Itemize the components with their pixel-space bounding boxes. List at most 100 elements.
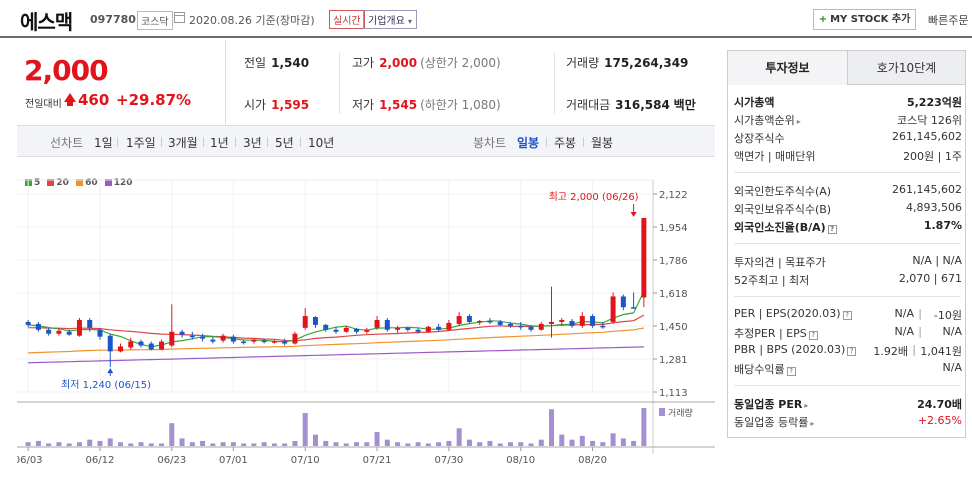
row-label-text: 외국인소진율(B/A) — [734, 221, 826, 234]
volume-bar — [364, 442, 370, 446]
volume-bar — [230, 442, 236, 446]
calendar-icon — [174, 12, 185, 23]
row-dividend: 배당수익률? N/A — [734, 361, 962, 377]
volume-bar — [538, 439, 544, 446]
candle-body — [446, 322, 452, 330]
volume-bar — [159, 443, 165, 446]
row-label: 시가총액 — [734, 96, 775, 109]
help-icon[interactable]: ? — [808, 331, 818, 340]
chevron-right-icon: ▸ — [810, 419, 815, 428]
volume-bar — [76, 442, 82, 446]
corp-overview-label: 기업개요 — [368, 16, 405, 27]
period-1w[interactable]: 1주일 — [126, 136, 156, 150]
candlestick-chart[interactable]: 2,122 1,954 1,786 1,618 1,450 1,281 1,113 06/03… — [17, 158, 715, 480]
stat-value: 316,584 — [615, 98, 670, 112]
row-label: 투자의견 | 목표주가 — [734, 256, 826, 269]
row-label-text: PBR | BPS (2020.03) — [734, 343, 846, 356]
row-foreign-ratio: 외국인소진율(B/A)? 1.87% — [734, 219, 962, 235]
candle-body — [220, 335, 226, 341]
volume-bar — [569, 439, 575, 446]
candle-body — [590, 316, 596, 326]
row-label[interactable]: 시가총액순위 ▸ — [734, 112, 801, 128]
stat-value: 175,264,349 — [604, 56, 689, 70]
volume-bar — [600, 442, 606, 446]
period-10y[interactable]: 10년 — [308, 136, 335, 150]
volume-bar — [477, 442, 483, 446]
candle-body — [200, 336, 206, 339]
volume-bar — [323, 440, 329, 446]
row-market-cap: 시가총액 5,223억원 — [734, 94, 962, 110]
my-stock-add-button[interactable]: + MY STOCK 추가 — [813, 9, 916, 30]
candle-body — [302, 316, 308, 328]
chevron-down-icon: ▾ — [408, 17, 413, 26]
row-value: 261,145,602 — [892, 130, 962, 143]
row-value: 5,223억원 — [906, 96, 962, 109]
divider — [235, 137, 236, 147]
row-value-1: 1.92배 — [873, 345, 908, 358]
row-label-text: 동일업종 PER — [734, 398, 803, 411]
stat-value: 1,595 — [271, 98, 310, 112]
candle-body — [343, 327, 349, 332]
volume-bar — [210, 443, 216, 446]
candle-weekly[interactable]: 주봉 — [554, 136, 577, 150]
help-icon[interactable]: ? — [786, 367, 796, 376]
candle-chart-label[interactable]: 봉차트 — [473, 136, 507, 150]
stat-label: 고가 — [352, 56, 375, 70]
candle-body — [271, 341, 277, 343]
period-1y[interactable]: 1년 — [210, 136, 229, 150]
volume-bar — [282, 443, 288, 446]
y-tick-label: 1,618 — [659, 289, 688, 300]
corp-overview-dropdown[interactable]: 기업개요 ▾ — [363, 10, 418, 29]
candle-body — [549, 321, 555, 324]
candle-monthly[interactable]: 월봉 — [591, 136, 614, 150]
tab-order-book[interactable]: 호가10단계 — [847, 51, 965, 85]
quick-order-link[interactable]: 빠른주문 — [928, 14, 969, 27]
candle-daily[interactable]: 일봉 — [517, 136, 540, 150]
row-label[interactable]: 동일업종 등락률 ▸ — [734, 414, 814, 430]
legend-ma20: 20 — [56, 178, 69, 188]
row-label-text: 동일업종 등락률 — [734, 416, 809, 429]
divider — [734, 172, 960, 173]
stock-name: 에스맥 — [20, 10, 73, 34]
help-icon[interactable]: ? — [847, 347, 857, 356]
stat-value: 1,545 — [379, 98, 418, 112]
y-tick-label: 1,786 — [659, 256, 688, 267]
candle-body — [436, 326, 442, 330]
row-label: 52주최고 | 최저 — [734, 274, 810, 287]
volume-bar — [559, 434, 565, 446]
row-value: 200원 | 1주 — [903, 150, 962, 163]
volume-bar — [641, 408, 647, 446]
divider — [117, 137, 118, 147]
divider — [161, 137, 162, 147]
row-label-text: 시가총액순위 — [734, 114, 795, 127]
row-par: 액면가 | 매매단위 200원 | 1주 — [734, 148, 962, 164]
row-value-1: N/A — [894, 307, 914, 320]
candle-body — [169, 331, 175, 346]
row-label: 추정PER | EPS? — [734, 325, 818, 341]
x-tick-label: 08/10 — [506, 455, 535, 466]
candle-body — [620, 296, 626, 308]
row-value: 24.70배 — [917, 398, 962, 411]
stock-code: 097780 — [90, 13, 136, 26]
row-industry-per: 동일업종 PER ▸ 24.70배 — [734, 396, 962, 412]
line-chart-label[interactable]: 선차트 — [50, 136, 84, 150]
tab-investment-info[interactable]: 투자정보 — [728, 51, 847, 85]
row-label[interactable]: 동일업종 PER ▸ — [734, 396, 808, 412]
row-value-2: -10원 — [933, 309, 962, 322]
help-icon[interactable]: ? — [827, 225, 837, 234]
help-icon[interactable]: ? — [842, 311, 852, 320]
period-3m[interactable]: 3개월 — [168, 136, 198, 150]
divider — [267, 137, 268, 147]
row-value: 1.87% — [923, 219, 962, 232]
period-5y[interactable]: 5년 — [275, 136, 294, 150]
row-cap-rank: 시가총액순위 ▸ 코스닥 126위 — [734, 112, 962, 128]
period-3y[interactable]: 3년 — [243, 136, 262, 150]
candle-body — [282, 341, 288, 344]
volume-bar — [241, 443, 247, 446]
row-value: N/A — [942, 361, 962, 374]
stat-prev-close: 전일 1,540 — [244, 54, 309, 71]
row-value: N/A | N/A — [912, 254, 962, 267]
period-1d[interactable]: 1일 — [94, 136, 113, 150]
candle-body — [148, 343, 154, 350]
realtime-button[interactable]: 실시간 — [329, 10, 365, 29]
